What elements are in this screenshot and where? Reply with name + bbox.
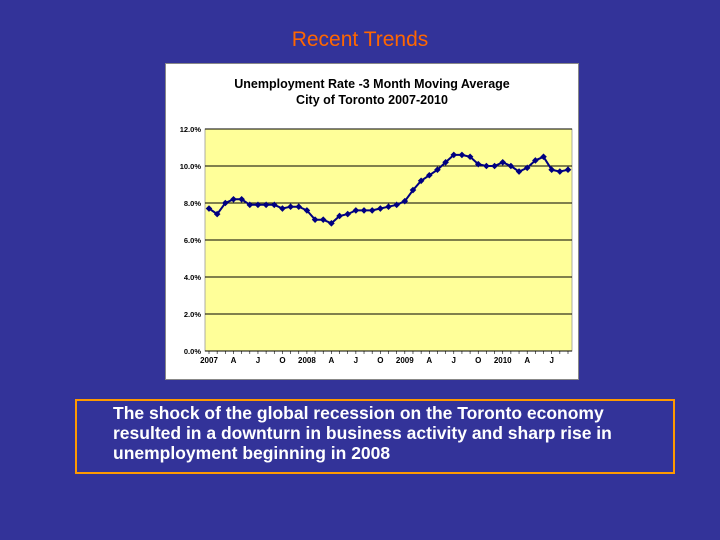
data-point [295,203,303,210]
x-tick-label: J [452,356,456,365]
y-tick-label: 2.0% [184,310,201,319]
data-point [417,177,425,185]
data-point [540,153,547,161]
data-point [474,160,482,168]
y-tick-label: 12.0% [180,125,202,134]
data-point [279,205,286,212]
data-point [450,151,458,159]
data-point [556,168,564,175]
x-tick-label: 2008 [298,356,316,365]
data-point [523,164,531,172]
data-point [491,162,498,170]
chart-subtitle: City of Toronto 2007-2010 [296,93,448,107]
data-point [393,201,400,209]
x-tick-label: O [279,356,285,365]
x-tick-label: J [256,356,260,365]
data-point [213,210,221,218]
data-point [336,212,343,220]
unemployment-line-chart: Unemployment Rate -3 Month Moving Averag… [180,77,573,365]
summary-text: The shock of the global recession on the… [113,403,612,463]
y-tick-label: 10.0% [180,162,202,171]
x-tick-label: A [524,356,530,365]
chart-container: Unemployment Rate -3 Month Moving Averag… [165,63,579,380]
x-tick-label: A [328,356,334,365]
data-point [377,205,384,212]
data-point [352,207,360,214]
data-point [311,216,319,223]
x-tick-label: 2009 [396,356,414,365]
data-point [548,166,555,173]
data-point [319,216,327,223]
data-point [409,186,417,194]
data-point [507,162,515,170]
data-point [458,151,466,159]
x-tick-label: J [354,356,358,365]
summary-text-box: The shock of the global recession on the… [75,399,675,474]
y-tick-label: 6.0% [184,236,201,245]
data-point [532,157,539,164]
y-tick-label: 0.0% [184,347,201,356]
x-tick-label: A [426,356,432,365]
x-tick-label: 2007 [200,356,218,365]
data-point [360,207,368,214]
x-tick-label: O [377,356,383,365]
data-point [401,197,409,205]
data-point [238,196,245,203]
data-point [205,205,213,212]
x-tick-label: O [475,356,481,365]
data-point [515,168,523,175]
data-point [483,162,490,170]
slide-title: Recent Trends [291,28,429,51]
x-tick-label: J [549,356,553,365]
y-tick-label: 8.0% [184,199,201,208]
data-point [466,153,474,161]
data-point [222,199,229,207]
data-point [385,203,392,210]
data-point [425,171,433,179]
data-point [303,207,311,214]
y-tick-label: 4.0% [184,273,201,282]
data-point [368,207,376,214]
data-point [344,210,352,218]
x-tick-label: 2010 [494,356,512,365]
x-tick-label: A [231,356,237,365]
chart-title: Unemployment Rate -3 Month Moving Averag… [234,77,510,91]
data-point [328,220,335,227]
